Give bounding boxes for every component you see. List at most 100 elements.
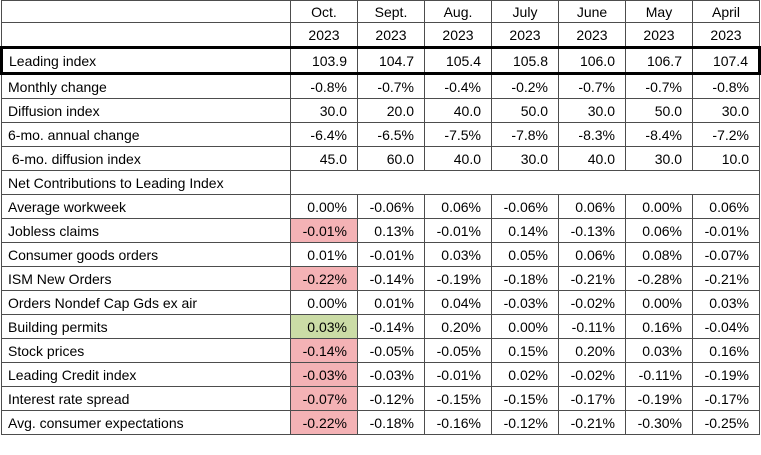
column-header-year: 2023 xyxy=(357,22,425,48)
cell-value: 0.03% xyxy=(692,290,760,315)
column-header-month: Oct. xyxy=(290,0,358,23)
cell-value: -0.12% xyxy=(357,386,425,411)
cell-value: 0.14% xyxy=(491,218,559,243)
cell-value: -0.19% xyxy=(625,386,693,411)
cell-value: -8.3% xyxy=(558,122,626,147)
cell-value: -0.17% xyxy=(692,386,760,411)
column-header-month: April xyxy=(692,0,760,23)
cell-value: -0.13% xyxy=(558,218,626,243)
column-header-month: Sept. xyxy=(357,0,425,23)
cell-value: 30.0 xyxy=(558,98,626,123)
cell-value: -8.4% xyxy=(625,122,693,147)
cell-value: 0.06% xyxy=(558,194,626,219)
table-row: Interest rate spread -0.07% -0.12% -0.15% -0… xyxy=(1,386,760,411)
cell-value: -0.28% xyxy=(625,266,693,291)
cell-value: -0.06% xyxy=(357,194,425,219)
row-label: Diffusion index xyxy=(1,98,291,123)
section-empty-span-cell xyxy=(290,170,760,195)
row-label: ISM New Orders xyxy=(1,266,291,291)
cell-value: -0.03% xyxy=(290,362,358,387)
cell-value: 0.13% xyxy=(357,218,425,243)
table-row: Stock prices -0.14% -0.05% -0.05% 0.15% 0.20%… xyxy=(1,338,760,363)
cell-value: 0.03% xyxy=(424,242,492,267)
leading-index-table: Oct. Sept. Aug. July June May April 2023 2023 202… xyxy=(0,0,761,435)
column-header-month: June xyxy=(558,0,626,23)
cell-value: 0.03% xyxy=(625,338,693,363)
cell-value: 30.0 xyxy=(692,98,760,123)
cell-value: -0.05% xyxy=(357,338,425,363)
row-label: Monthly change xyxy=(1,73,291,99)
cell-value: 60.0 xyxy=(357,146,425,171)
cell-value: -6.5% xyxy=(357,122,425,147)
cell-value: 106.0 xyxy=(558,46,626,75)
table-row: 6-mo. annual change -6.4% -6.5% -7.5% -7.8% -… xyxy=(1,122,760,147)
cell-value: -0.01% xyxy=(290,218,358,243)
row-label: Orders Nondef Cap Gds ex air xyxy=(1,290,291,315)
corner-cell xyxy=(1,22,291,48)
cell-value: -0.03% xyxy=(491,290,559,315)
cell-value: -0.15% xyxy=(491,386,559,411)
cell-value: -0.14% xyxy=(357,314,425,339)
row-label: Average workweek xyxy=(1,194,291,219)
cell-value: -0.11% xyxy=(625,362,693,387)
cell-value: -0.19% xyxy=(424,266,492,291)
column-header-year: 2023 xyxy=(424,22,492,48)
cell-value: 0.00% xyxy=(625,290,693,315)
column-header-year: 2023 xyxy=(558,22,626,48)
table-row: Leading index 103.9 104.7 105.4 105.8 106.0 10… xyxy=(0,46,761,75)
cell-value: -0.14% xyxy=(290,338,358,363)
cell-value: -0.01% xyxy=(357,242,425,267)
cell-value: -7.5% xyxy=(424,122,492,147)
cell-value: 20.0 xyxy=(357,98,425,123)
cell-value: -0.14% xyxy=(357,266,425,291)
row-label: Building permits xyxy=(1,314,291,339)
cell-value: 40.0 xyxy=(424,146,492,171)
cell-value: 0.01% xyxy=(357,290,425,315)
column-header-year: 2023 xyxy=(692,22,760,48)
row-label: 6-mo. diffusion index xyxy=(1,146,291,171)
cell-value: 0.20% xyxy=(424,314,492,339)
cell-value: 105.8 xyxy=(491,46,559,75)
cell-value: 0.00% xyxy=(491,314,559,339)
cell-value: -6.4% xyxy=(290,122,358,147)
header-row-months: Oct. Sept. Aug. July June May April xyxy=(1,0,760,23)
row-label: Jobless claims xyxy=(1,218,291,243)
cell-value: -0.22% xyxy=(290,266,358,291)
cell-value: -0.01% xyxy=(424,218,492,243)
cell-value: -0.05% xyxy=(424,338,492,363)
cell-value: -0.07% xyxy=(692,242,760,267)
cell-value: 0.15% xyxy=(491,338,559,363)
cell-value: -0.04% xyxy=(692,314,760,339)
cell-value: -0.07% xyxy=(290,386,358,411)
cell-value: -0.19% xyxy=(692,362,760,387)
cell-value: 0.00% xyxy=(625,194,693,219)
cell-value: 0.03% xyxy=(290,314,358,339)
cell-value: 103.9 xyxy=(290,46,358,75)
cell-value: -0.4% xyxy=(424,73,492,99)
cell-value: -0.7% xyxy=(558,73,626,99)
column-header-year: 2023 xyxy=(290,22,358,48)
table-row: Consumer goods orders 0.01% -0.01% 0.03% 0.0… xyxy=(1,242,760,267)
cell-value: -0.02% xyxy=(558,290,626,315)
cell-value: 106.7 xyxy=(625,46,693,75)
cell-value: 45.0 xyxy=(290,146,358,171)
cell-value: 0.16% xyxy=(692,338,760,363)
row-label: Avg. consumer expectations xyxy=(1,410,291,435)
cell-value: 0.06% xyxy=(625,218,693,243)
cell-value: 0.00% xyxy=(290,194,358,219)
cell-value: -0.21% xyxy=(558,266,626,291)
header-row-years: 2023 2023 2023 2023 2023 2023 2023 xyxy=(1,22,760,48)
cell-value: 0.06% xyxy=(424,194,492,219)
cell-value: -0.01% xyxy=(692,218,760,243)
cell-value: 0.08% xyxy=(625,242,693,267)
cell-value: -0.7% xyxy=(357,73,425,99)
column-header-month: May xyxy=(625,0,693,23)
column-header-year: 2023 xyxy=(491,22,559,48)
cell-value: 107.4 xyxy=(692,46,761,75)
cell-value: -0.01% xyxy=(424,362,492,387)
table-row: Leading Credit index -0.03% -0.03% -0.01% 0.… xyxy=(1,362,760,387)
cell-value: 40.0 xyxy=(424,98,492,123)
cell-value: -0.11% xyxy=(558,314,626,339)
table-row: ISM New Orders -0.22% -0.14% -0.19% -0.18% -0… xyxy=(1,266,760,291)
cell-value: -0.06% xyxy=(491,194,559,219)
